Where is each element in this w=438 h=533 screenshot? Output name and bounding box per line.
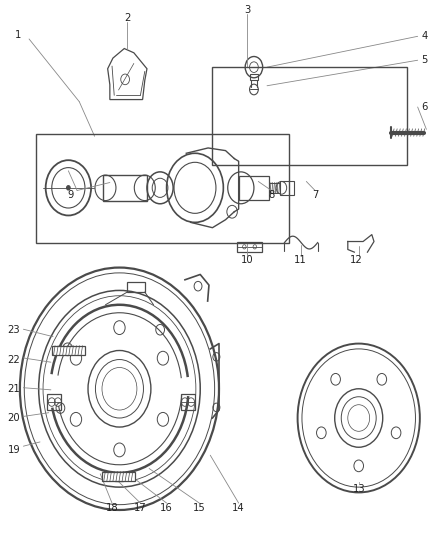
- Bar: [269, 182, 280, 193]
- Bar: [47, 394, 61, 410]
- Text: 1: 1: [15, 30, 21, 41]
- Text: 6: 6: [421, 102, 427, 112]
- Bar: [280, 181, 294, 195]
- Text: 13: 13: [353, 484, 365, 494]
- Text: 19: 19: [7, 445, 20, 455]
- Text: 4: 4: [421, 31, 427, 42]
- Text: 11: 11: [293, 255, 306, 265]
- Text: 7: 7: [312, 190, 318, 200]
- Bar: [250, 74, 258, 80]
- Text: 23: 23: [7, 325, 20, 335]
- Circle shape: [67, 185, 70, 190]
- Text: 17: 17: [134, 503, 147, 513]
- Text: 12: 12: [350, 255, 363, 265]
- Text: 20: 20: [7, 413, 20, 423]
- Text: 22: 22: [7, 354, 20, 365]
- Text: 15: 15: [193, 503, 206, 513]
- Text: 14: 14: [232, 503, 245, 513]
- Text: 16: 16: [160, 503, 173, 513]
- Text: 21: 21: [7, 384, 20, 394]
- Bar: [127, 282, 145, 292]
- Bar: [239, 176, 269, 199]
- Bar: [237, 241, 262, 252]
- Text: 5: 5: [421, 55, 427, 65]
- Text: 8: 8: [268, 190, 275, 200]
- Text: 10: 10: [241, 255, 254, 265]
- Text: 9: 9: [67, 190, 74, 200]
- Bar: [102, 472, 135, 481]
- Text: 3: 3: [244, 5, 251, 15]
- Text: 2: 2: [124, 13, 131, 23]
- Bar: [35, 134, 289, 243]
- Text: 18: 18: [106, 503, 118, 513]
- Bar: [103, 174, 147, 201]
- Bar: [180, 394, 194, 410]
- Bar: [52, 346, 85, 356]
- Bar: [212, 67, 407, 165]
